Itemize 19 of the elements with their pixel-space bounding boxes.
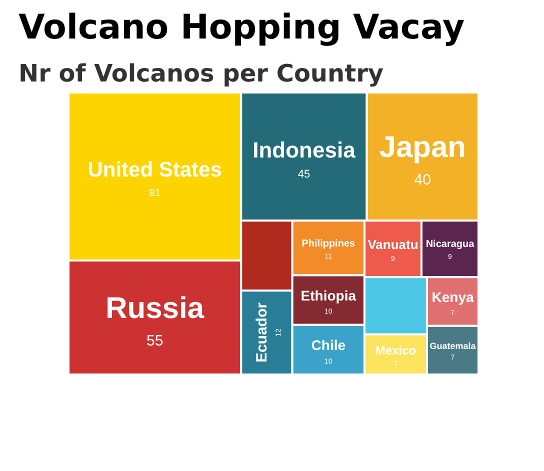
category-label: Guatemala: [430, 340, 477, 351]
data-label: 81: [149, 188, 161, 199]
category-label: Ecuador: [254, 302, 271, 363]
category-label: Russia: [106, 292, 204, 325]
text: Nr of Volcanos per Country: [18, 60, 384, 88]
category-label: Mexico: [375, 343, 416, 358]
category-label: Indonesia: [252, 137, 356, 162]
category-label: Japan: [379, 131, 466, 164]
category-label: Nicaragua: [426, 239, 475, 250]
category-label: United States: [88, 158, 222, 182]
data-label: 45: [298, 168, 310, 180]
category-label: Philippines: [302, 238, 356, 250]
data-label: 40: [414, 172, 431, 189]
category-label: Ethiopia: [300, 288, 356, 304]
category-label: Kenya: [432, 289, 474, 306]
category-label: Vanuatu: [368, 237, 418, 252]
data-label: 55: [146, 332, 164, 350]
category-label: Chile: [311, 337, 346, 354]
text: Volcano Hopping Vacay: [18, 8, 465, 48]
